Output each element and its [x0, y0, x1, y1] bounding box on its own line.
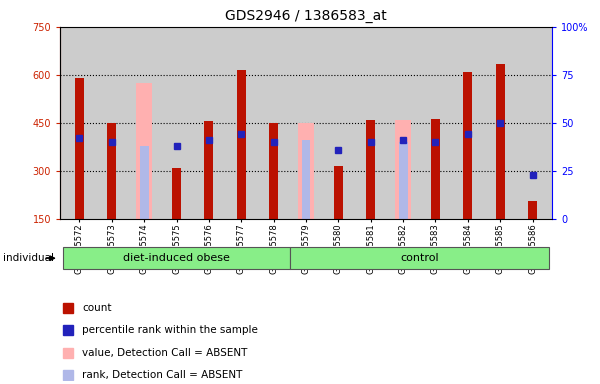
- Text: diet-induced obese: diet-induced obese: [123, 253, 230, 263]
- Text: rank, Detection Call = ABSENT: rank, Detection Call = ABSENT: [82, 370, 242, 380]
- Bar: [237, 70, 246, 219]
- Bar: [63, 247, 290, 270]
- Bar: [75, 78, 84, 219]
- Bar: [205, 121, 214, 219]
- Bar: [172, 168, 181, 219]
- Title: GDS2946 / 1386583_at: GDS2946 / 1386583_at: [225, 9, 387, 23]
- Bar: [107, 123, 116, 219]
- Bar: [136, 83, 152, 219]
- Bar: [395, 120, 411, 219]
- Bar: [269, 123, 278, 219]
- Bar: [366, 120, 375, 219]
- Text: individual: individual: [3, 253, 54, 263]
- Text: percentile rank within the sample: percentile rank within the sample: [82, 325, 258, 335]
- Bar: [140, 146, 149, 219]
- Text: control: control: [400, 253, 439, 263]
- Bar: [528, 201, 537, 219]
- Bar: [463, 72, 472, 219]
- Bar: [290, 247, 549, 270]
- Bar: [431, 119, 440, 219]
- Text: value, Detection Call = ABSENT: value, Detection Call = ABSENT: [82, 348, 248, 358]
- Bar: [298, 123, 314, 219]
- Bar: [302, 140, 310, 219]
- Bar: [496, 64, 505, 219]
- Bar: [334, 166, 343, 219]
- Text: count: count: [82, 303, 112, 313]
- Bar: [398, 142, 407, 219]
